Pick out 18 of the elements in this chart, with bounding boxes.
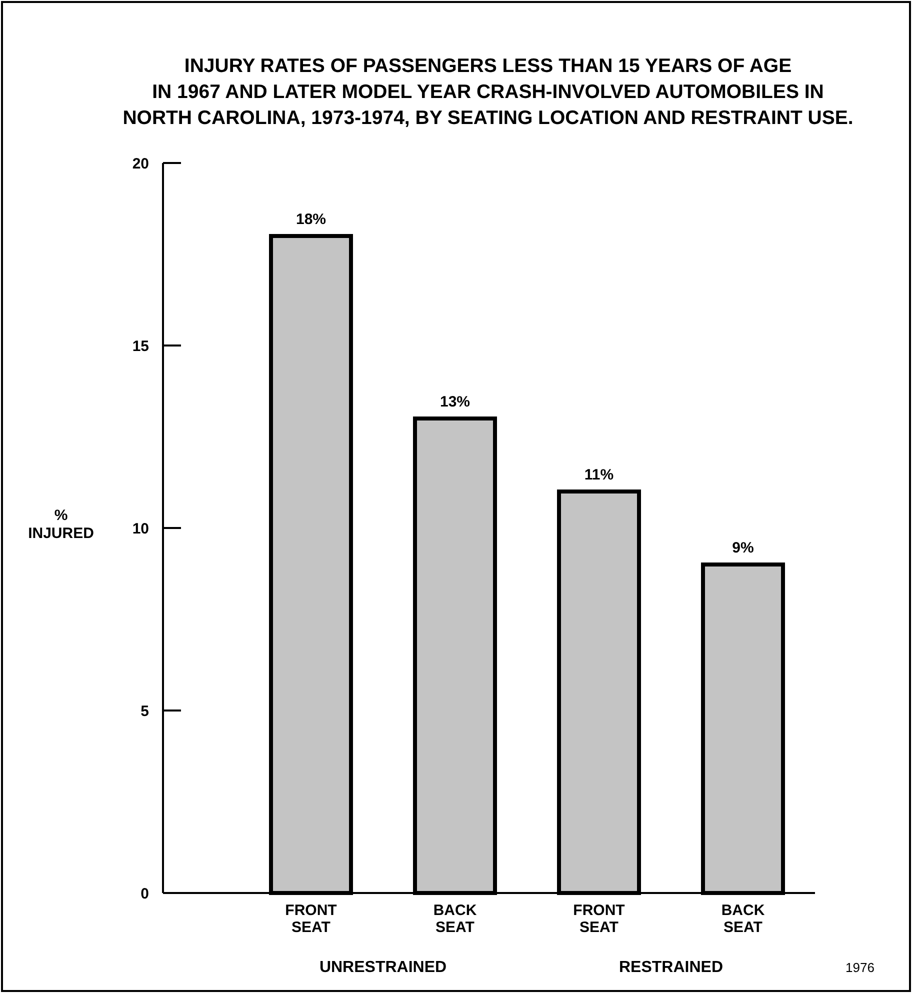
y-tick-label: 20 [132, 155, 149, 172]
text: 1976 [846, 960, 874, 975]
data-label: 9% [732, 540, 754, 556]
y-axis-title: % INJURED [28, 507, 94, 542]
y-tick-label: 10 [132, 520, 149, 538]
chart-title: INJURY RATES OF PASSENGERS LESS THAN 15 YEARS OF AGE IN 1967 AND LATER MODEL YEAR CRASH-INVOLVED AUTOMOBILES IN NORTH CAROLINA, 1973-1974, BY SEATING LOCATION AND RESTRAINT USE. [122, 55, 854, 129]
y-tick-label: 0 [140, 885, 149, 902]
y-tick-label: 5 [140, 702, 149, 720]
text: UNRESTRAINED [319, 959, 447, 976]
text: RESTRAINED [618, 959, 724, 976]
x-tick-label: BACK SEAT [433, 902, 477, 936]
x-tick-label: FRONT SEAT [573, 902, 625, 936]
data-label: 13% [440, 394, 470, 410]
x-tick-label: FRONT SEAT [285, 902, 337, 936]
x-tick-label: BACK SEAT [721, 902, 765, 936]
y-tick-label: 15 [132, 338, 149, 355]
data-label: 18% [296, 211, 326, 228]
data-label: 11% [584, 466, 614, 484]
